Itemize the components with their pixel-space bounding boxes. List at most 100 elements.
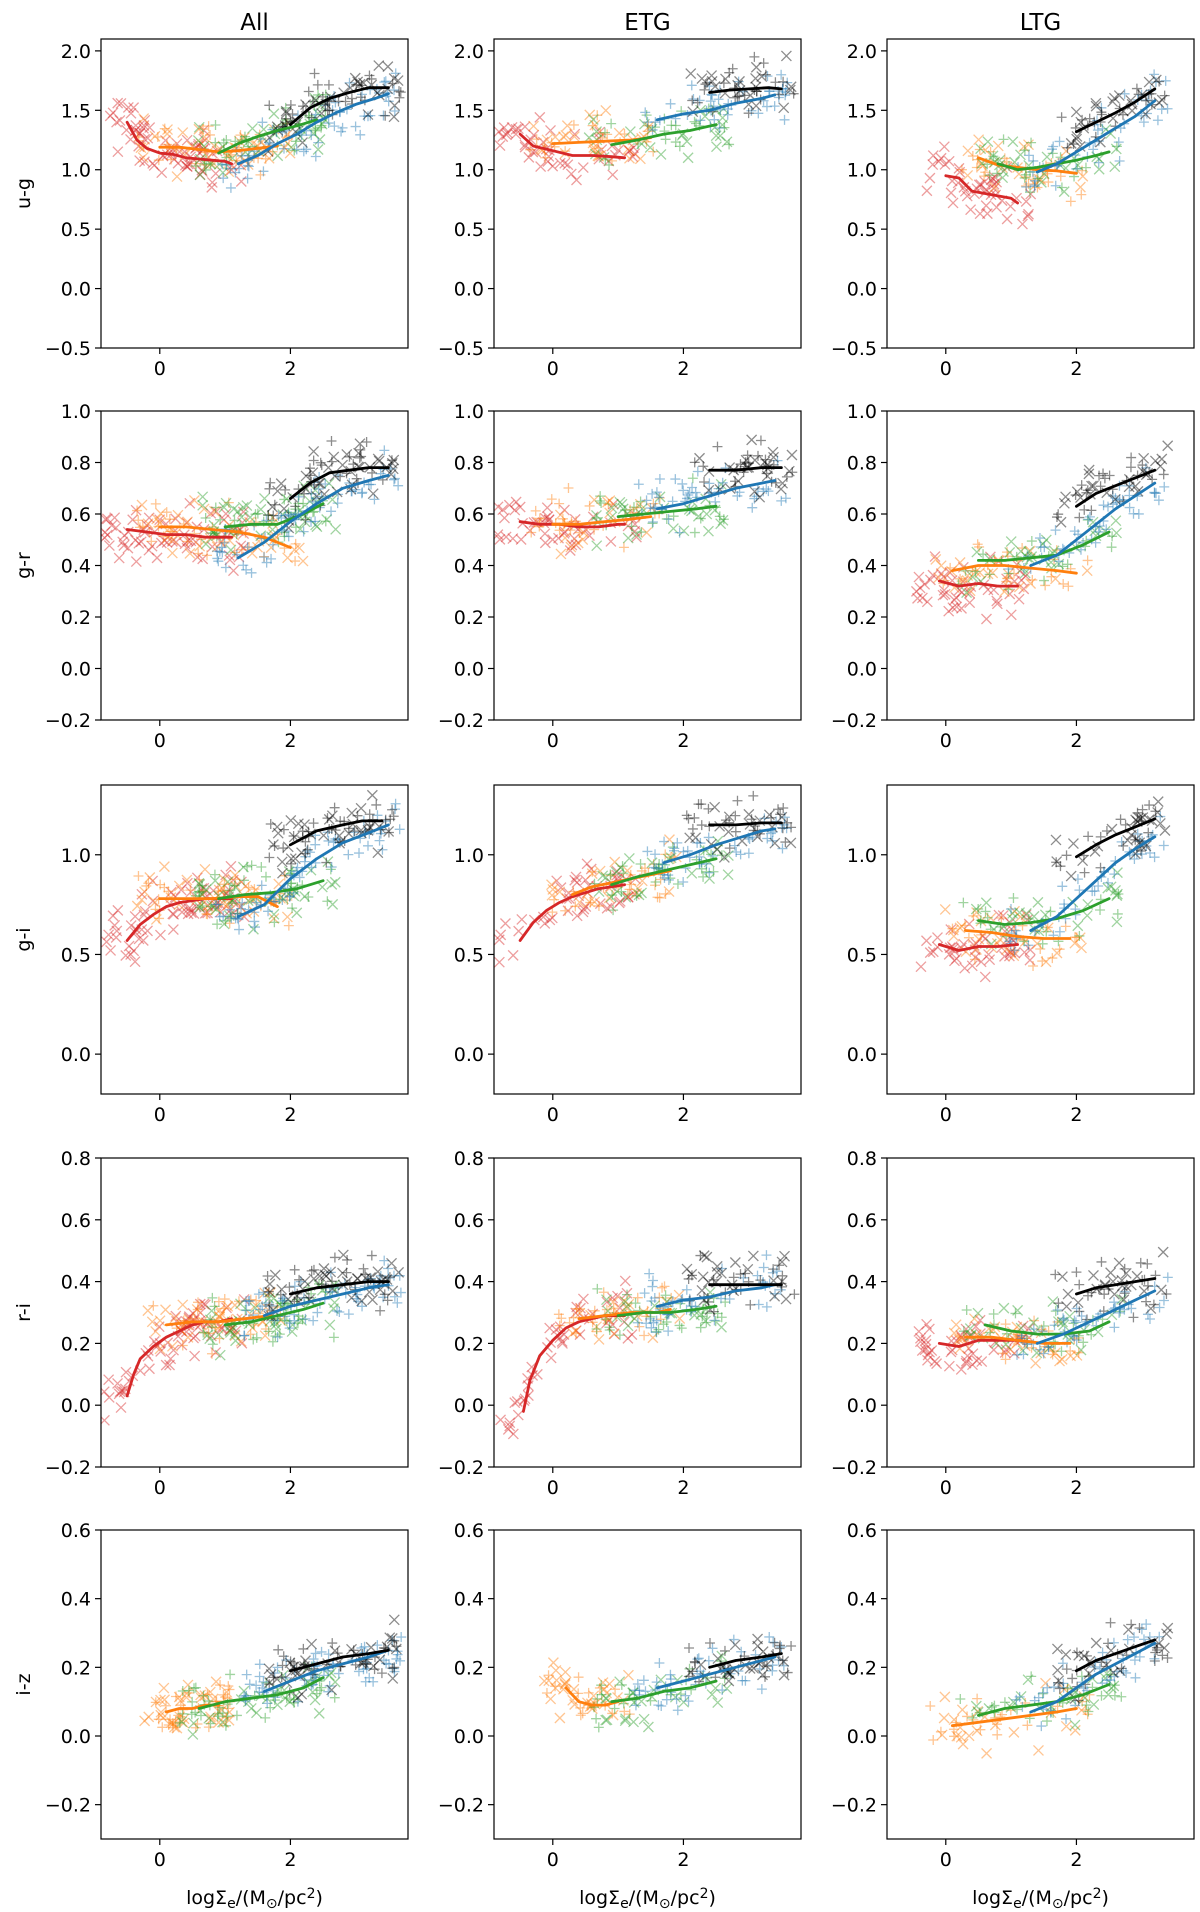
data-point	[1151, 488, 1162, 499]
data-point	[143, 1711, 155, 1723]
data-point	[527, 146, 539, 158]
data-point	[394, 1270, 405, 1281]
data-point	[242, 861, 253, 872]
data-point	[641, 527, 653, 539]
data-point	[166, 154, 177, 165]
data-point	[292, 862, 303, 873]
data-point	[170, 513, 182, 525]
data-point	[961, 1305, 972, 1316]
data-point	[128, 945, 140, 957]
data-point	[1135, 846, 1146, 857]
data-point	[182, 536, 193, 547]
data-point	[754, 1663, 765, 1674]
data-point	[719, 1645, 730, 1656]
data-point	[568, 119, 579, 130]
data-point	[1027, 1317, 1039, 1329]
data-point	[222, 150, 234, 162]
data-point	[218, 918, 230, 930]
data-point	[1084, 511, 1095, 522]
data-point	[914, 1336, 926, 1348]
data-point	[623, 852, 635, 864]
data-point	[1124, 502, 1135, 513]
y-tick-label: −0.2	[831, 1795, 877, 1817]
data-point	[353, 1666, 364, 1677]
data-point	[583, 1687, 594, 1698]
data-point	[213, 1296, 224, 1307]
data-point	[654, 1658, 665, 1668]
data-point	[280, 1672, 291, 1683]
data-point	[1035, 176, 1047, 188]
data-point	[220, 508, 232, 520]
data-point	[276, 1672, 287, 1683]
data-point	[554, 1712, 566, 1724]
data-point	[115, 1402, 127, 1414]
data-point	[214, 1333, 225, 1344]
data-point	[383, 827, 394, 838]
data-point	[264, 852, 275, 863]
data-point	[779, 114, 790, 125]
data-point	[307, 467, 319, 479]
data-point	[988, 151, 999, 162]
data-point	[190, 901, 202, 913]
axes-frame	[493, 1529, 802, 1840]
data-point	[184, 497, 196, 509]
data-point	[188, 494, 200, 506]
data-point	[283, 531, 294, 542]
data-point	[586, 868, 598, 880]
data-point	[703, 803, 714, 814]
data-point	[633, 889, 645, 901]
data-point	[1078, 1683, 1089, 1694]
data-point	[1083, 1706, 1094, 1717]
data-point	[157, 1712, 169, 1724]
data-point	[194, 901, 206, 913]
data-point	[970, 1321, 982, 1332]
data-point	[699, 84, 710, 95]
data-point	[1058, 186, 1070, 198]
data-point	[354, 78, 366, 90]
data-point	[395, 1287, 406, 1298]
data-point	[1111, 527, 1122, 539]
data-point	[600, 1693, 612, 1705]
y-tick-label: 0.6	[61, 1520, 91, 1542]
data-point	[260, 871, 271, 882]
data-point	[375, 828, 386, 839]
data-point	[494, 126, 505, 138]
data-point	[1000, 1319, 1011, 1330]
data-point	[333, 1668, 344, 1679]
data-point	[757, 1669, 768, 1681]
data-point	[731, 846, 742, 857]
data-point	[166, 535, 178, 547]
data-point	[1040, 534, 1052, 546]
data-point	[1072, 920, 1084, 932]
data-point	[337, 1267, 348, 1279]
data-point	[1109, 1671, 1120, 1682]
data-point	[235, 176, 247, 187]
trend-line-blue	[262, 1648, 390, 1693]
data-point	[320, 89, 331, 100]
data-point	[681, 810, 692, 821]
data-point	[271, 821, 283, 833]
data-point	[574, 527, 585, 538]
data-point	[1035, 1347, 1047, 1359]
data-point	[712, 441, 723, 452]
data-point	[195, 1692, 207, 1704]
data-point	[387, 1285, 399, 1297]
data-point	[985, 174, 997, 186]
data-point	[661, 1694, 672, 1705]
data-point	[318, 1263, 330, 1274]
data-point	[583, 530, 595, 542]
data-point	[372, 810, 383, 821]
data-point	[329, 1645, 341, 1657]
data-point	[553, 532, 564, 544]
data-point	[1053, 558, 1065, 570]
data-point	[774, 1260, 785, 1271]
data-point	[210, 1676, 222, 1688]
data-point	[268, 1672, 279, 1683]
data-point	[389, 1635, 400, 1646]
data-point	[348, 827, 359, 838]
data-point	[337, 459, 349, 471]
data-point	[1022, 1674, 1034, 1686]
data-point	[223, 497, 234, 508]
data-point	[199, 907, 211, 919]
data-point	[619, 1296, 631, 1308]
